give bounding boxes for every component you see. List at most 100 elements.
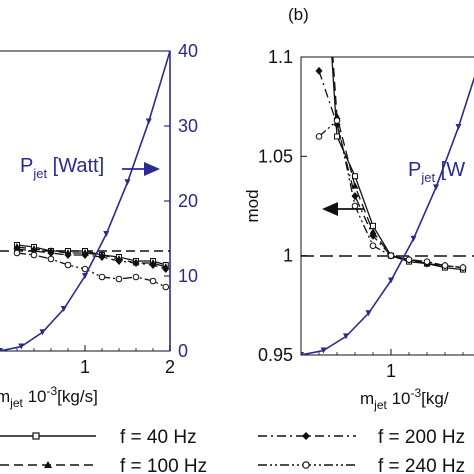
panel-b-power-label-main: P <box>408 159 421 181</box>
panel-a-series-3-point <box>30 251 38 259</box>
panel-a-series-line-1 <box>16 246 166 268</box>
panel-a-series-3-point <box>115 275 123 283</box>
panel-a-right-ticks: 0 10 20 30 40 <box>164 41 198 361</box>
legend-item-240hz: f = 240 Hz <box>258 456 465 474</box>
panel-b-ytick-label: 1.05 <box>258 146 293 166</box>
legend-marker-100hz <box>44 461 52 468</box>
panel-a-series-line-3 <box>16 252 167 288</box>
panel-b-series-3-point <box>423 258 431 265</box>
panel-a-power-point <box>39 329 46 336</box>
panel-b-power-label-sub: jet <box>420 170 435 185</box>
panel-a-ytick-right-label: 20 <box>178 191 198 211</box>
panel-a-ytick-right-label: 10 <box>178 266 198 286</box>
panel-b-power-point <box>301 352 304 355</box>
panel-b-series-1-point <box>369 227 377 235</box>
panel-a-xlabel-sub: jet <box>9 396 23 410</box>
panel-a-series <box>13 242 170 291</box>
panel-b-power-point <box>343 333 349 340</box>
panel-b-xlabel-exp: -3 <box>411 386 422 400</box>
panel-b-xlabel: mjet 10-3[kg/ <box>360 386 449 412</box>
panel-a-series-2-point <box>162 265 170 273</box>
panel-a-power-label-main: P <box>20 155 33 177</box>
panel-a-ytick-right-label: 40 <box>178 41 198 61</box>
panel-b-ytick-label: 0.95 <box>258 345 293 365</box>
panel-a-series-3-point <box>13 249 21 257</box>
panel-a-series-3-point <box>64 261 72 269</box>
panel-b-series-2-point <box>351 192 359 201</box>
panel-b-power-point <box>433 184 439 191</box>
panel-a-xlabel-main: m <box>0 387 10 406</box>
panel-b-series-1-point <box>333 112 341 120</box>
legend-label-240hz: f = 240 Hz <box>378 456 465 474</box>
panel-a-power-point <box>0 348 3 351</box>
panel-a-power-curve <box>0 51 170 351</box>
panel-a-series-line-2 <box>16 248 166 270</box>
panel-a-power-point <box>168 51 170 54</box>
panel-b-power-point <box>410 235 417 242</box>
panel-b-left-arrowhead <box>322 202 338 216</box>
panel-a-power-point <box>60 306 67 312</box>
panel-a-series-line-0 <box>16 244 166 266</box>
panel-b-series-3-point <box>333 117 341 124</box>
panel-a-series-3-point <box>132 273 140 281</box>
panel-a-xlabel-exp: -3 <box>47 384 58 398</box>
panel-b-power-point <box>365 310 372 317</box>
panel-b-series-3-point <box>369 242 377 250</box>
panel-b-series-2-point <box>315 66 323 75</box>
legend-item-40hz: f = 40 Hz <box>0 427 197 448</box>
panel-a-power-line <box>0 51 170 351</box>
panel-b-left-ticks: 0.95 1 1.05 1.1 <box>258 47 307 365</box>
panel-b-series-3-point <box>459 264 467 271</box>
legend-label-100hz: f = 100 Hz <box>120 456 207 474</box>
panel-a-power-point <box>145 118 152 125</box>
legend: f = 40 Hz f = 100 Hz f = 200 Hz f = 240 … <box>0 427 465 474</box>
panel-b-power-point <box>320 347 327 354</box>
panel-a-power-point <box>82 273 88 279</box>
panel-b-power-label-rest: [W <box>435 159 465 181</box>
panel-a-series-2-point <box>149 261 157 269</box>
panel-b-series-line-0 <box>331 57 464 271</box>
legend-marker-240hz <box>302 461 310 469</box>
panel-b-series-3-point <box>405 256 413 263</box>
panel-b-series-2-point <box>369 231 377 240</box>
panel-a-power-label-sub: jet <box>32 166 47 181</box>
panel-b-series-3-point <box>441 262 449 269</box>
panel-a-series-2-point <box>64 251 72 259</box>
panel-b-xlabel-main: m <box>360 389 374 408</box>
panel-a-series-2-point <box>132 259 140 267</box>
panel-a-series-2-point <box>98 253 106 261</box>
legend-marker-40hz <box>32 432 40 440</box>
panel-a-series-3-point <box>98 273 106 281</box>
panel-a-xtick-label: 2 <box>165 357 175 377</box>
panel-b-xlabel-rest: 10 <box>387 389 411 408</box>
panel-a-power-arrowhead <box>144 162 160 176</box>
panel-b-series-0-point <box>352 173 358 180</box>
panel-b-xlabel-sub: jet <box>373 398 387 412</box>
panel-b-series-3-point <box>315 133 323 140</box>
panel-b-xlabel-unit: [kg/ <box>421 389 449 408</box>
panel-a-xlabel: mjet 10-3[kg/s] <box>0 384 98 410</box>
panel-a-power-label-rest: [Watt] <box>47 155 104 177</box>
legend-item-200hz: f = 200 Hz <box>258 427 465 448</box>
panel-a-series-2-point <box>47 249 55 257</box>
panel-b-label: (b) <box>288 5 309 24</box>
panel-a-series-3-point <box>149 277 157 285</box>
panel-b-ytick-label: 1.1 <box>268 47 293 67</box>
panel-a-series-2-point <box>81 251 89 259</box>
legend-label-40hz: f = 40 Hz <box>120 427 197 448</box>
panel-b-ytick-label: 1 <box>283 246 293 266</box>
panel-a-xlabel-unit: [kg/s] <box>57 387 98 406</box>
panel-a-power-point <box>103 231 110 237</box>
panel-b-power-line <box>301 76 474 355</box>
panel-b-series-line-1 <box>332 57 464 269</box>
panel-b-series-0-point <box>334 133 340 140</box>
panel-a-xlabel-rest: 10 <box>23 387 47 406</box>
legend-item-100hz: f = 100 Hz <box>0 456 207 474</box>
panel-b-series-3-point <box>351 202 359 210</box>
panel-b-power-curve <box>301 76 474 355</box>
panel-a-power-point <box>124 179 131 186</box>
panel-b-power-point <box>388 277 394 284</box>
